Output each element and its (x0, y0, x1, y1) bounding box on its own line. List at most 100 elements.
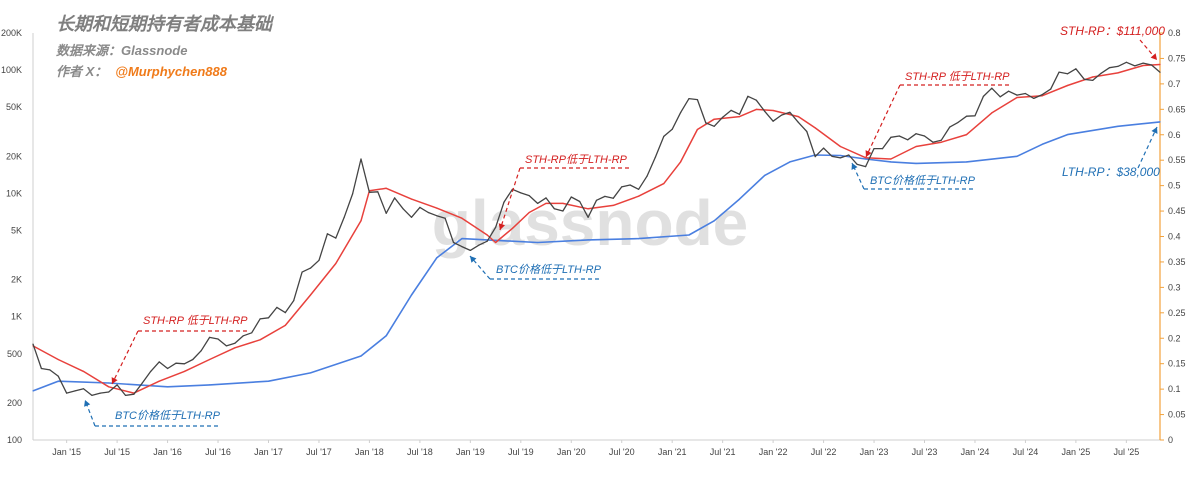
author-label: 作者 X： (56, 64, 108, 79)
data-point-price (806, 130, 808, 133)
data-point-price (1041, 94, 1043, 96)
data-point-price (1016, 94, 1018, 96)
y-right-tick-label: 0.75 (1168, 53, 1186, 63)
y-right-tick-label: 0.55 (1168, 155, 1186, 165)
data-point-sth-rp (638, 195, 640, 197)
data-point-price (621, 186, 623, 188)
y-left-tick-label: 100 (7, 435, 22, 445)
data-point-price (1083, 78, 1085, 80)
annotation-arrowhead (498, 223, 505, 230)
data-point-price (898, 135, 900, 137)
data-point-sth-rp (57, 358, 59, 361)
data-point-price (352, 193, 354, 195)
data-point-sth-rp (562, 202, 564, 204)
x-tick-label: Jul '17 (306, 447, 332, 457)
data-point-price (579, 200, 581, 203)
data-point-price (789, 111, 791, 113)
data-point-price (907, 139, 909, 141)
data-point-price (915, 133, 917, 135)
data-point-price (646, 175, 648, 177)
data-point-price (553, 208, 556, 210)
data-point-sth-rp (82, 370, 85, 372)
data-point-price (839, 157, 842, 159)
data-point-price (638, 188, 640, 190)
data-point-sth-rp (1117, 72, 1119, 74)
data-point-price (814, 156, 816, 158)
data-point-price (562, 210, 564, 212)
data-point-lth-rp (360, 355, 362, 357)
data-point-lth-rp (789, 161, 791, 163)
data-point-price (940, 139, 942, 141)
x-tick-label: Jan '24 (961, 447, 990, 457)
data-point-price (1151, 64, 1153, 66)
data-point-sth-rp (915, 145, 917, 148)
y-right-tick-label: 0.45 (1168, 206, 1186, 216)
data-point-price (587, 216, 589, 218)
data-point-price (57, 375, 59, 377)
x-tick-label: Jul '25 (1113, 447, 1139, 457)
data-point-lth-rp (966, 161, 968, 163)
data-point-lth-rp (587, 239, 589, 241)
data-point-price (225, 345, 227, 347)
data-point-price (410, 216, 413, 218)
data-point-lth-rp (890, 161, 892, 163)
data-point-lth-rp (108, 382, 110, 384)
y-right-tick-label: 0.65 (1168, 104, 1186, 114)
data-point-sth-rp (486, 234, 488, 236)
data-point-sth-rp (738, 116, 741, 118)
x-tick-label: Jul '20 (609, 447, 635, 457)
data-point-price (570, 196, 572, 198)
data-point-price (217, 338, 219, 340)
annotation-leader (499, 167, 521, 231)
y-right-tick-label: 0.15 (1168, 359, 1186, 369)
data-point-lth-rp (267, 380, 270, 382)
data-point-price (1050, 88, 1052, 90)
annotation-label-btc-2015: BTC价格低于LTH-RP (115, 409, 221, 422)
data-point-price (1117, 65, 1119, 67)
data-point-price (444, 217, 446, 219)
data-point-price (1100, 72, 1102, 74)
annotation-label-sth-2019: STH-RP低于LTH-RP (525, 153, 628, 166)
data-point-price (318, 259, 320, 261)
data-point-price (1125, 61, 1127, 63)
data-point-lth-rp (865, 158, 867, 160)
annotation-label-btc-2023: BTC价格低于LTH-RP (870, 174, 976, 187)
x-tick-label: Jul '16 (205, 447, 231, 457)
data-point-price (108, 391, 110, 393)
data-point-price (545, 197, 547, 199)
y-right-tick-label: 0.1 (1168, 384, 1181, 394)
data-point-sth-rp (890, 158, 892, 160)
data-point-price (368, 191, 370, 193)
data-point-price (175, 362, 177, 364)
data-point-price (335, 237, 337, 239)
data-source: 数据来源：Glassnode (56, 43, 188, 58)
data-point-price (1075, 68, 1077, 70)
data-point-price (124, 394, 127, 396)
data-point-price (452, 241, 455, 244)
data-point-price (301, 271, 303, 273)
data-point-price (831, 155, 833, 157)
data-point-sth-rp (511, 227, 513, 229)
data-point-sth-rp (865, 157, 867, 159)
x-tick-label: Jan '16 (153, 447, 182, 457)
data-point-price (932, 141, 934, 143)
annotation-arrowhead (1150, 53, 1157, 60)
x-tick-label: Jan '15 (52, 447, 81, 457)
watermark: glassnode (432, 187, 749, 259)
data-point-lth-rp (209, 384, 211, 386)
data-point-price (772, 120, 774, 122)
data-point-price (713, 125, 715, 127)
y-right-tick-label: 0.2 (1168, 333, 1181, 343)
y-left-tick-label: 5K (11, 226, 22, 236)
data-point-price (595, 199, 598, 201)
data-point-price (671, 128, 673, 130)
data-point-lth-rp (410, 294, 413, 296)
y-left-tick-label: 1K (11, 312, 22, 322)
data-point-price (722, 116, 724, 118)
data-point-price (797, 121, 800, 123)
data-point-price (377, 191, 379, 193)
data-point-price (747, 95, 749, 97)
data-point-price (192, 358, 194, 361)
data-point-price (284, 312, 286, 314)
